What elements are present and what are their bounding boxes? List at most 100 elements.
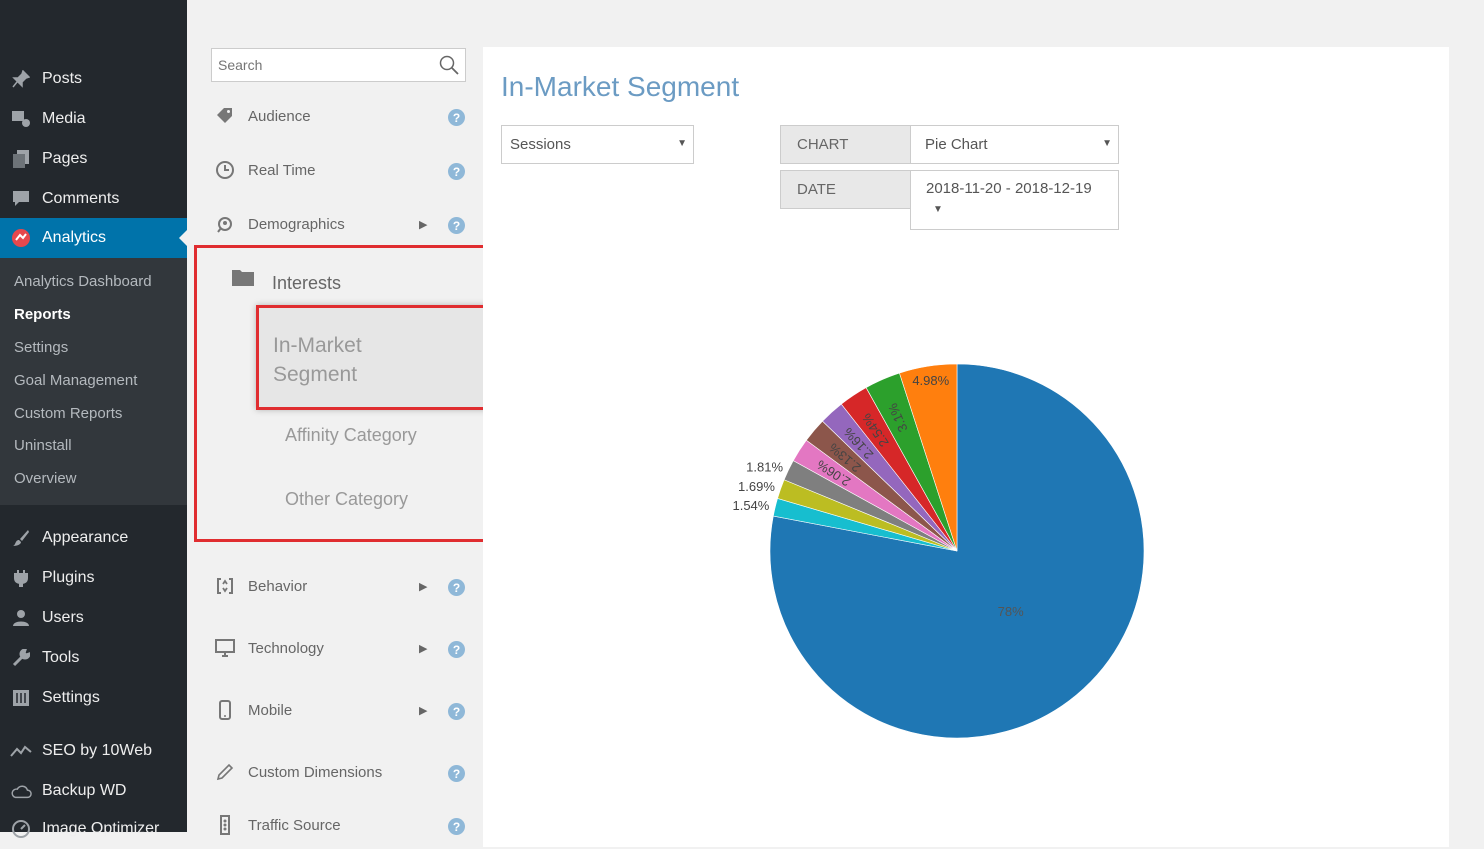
menu-posts[interactable]: Posts <box>0 59 187 99</box>
nav-label: Custom Dimensions <box>248 763 383 781</box>
metric-select-value: Sessions <box>510 136 571 153</box>
help-icon[interactable]: ? <box>448 217 465 234</box>
report-panel: In-Market Segment Sessions ▼ CHART Pie C… <box>483 47 1449 847</box>
chart-type-value: Pie Chart <box>925 136 988 153</box>
help-icon[interactable]: ? <box>448 818 465 835</box>
menu-label: Analytics <box>42 229 107 246</box>
slice-label: 78% <box>998 604 1024 619</box>
menu-settings[interactable]: Settings <box>0 678 187 718</box>
date-label: DATE <box>780 170 911 209</box>
nav-label: Mobile <box>248 701 293 719</box>
submenu-goal-management[interactable]: Goal Management <box>14 372 138 389</box>
analytics-icon <box>10 228 32 248</box>
chevron-down-icon: ▼ <box>677 138 687 149</box>
menu-backup[interactable]: Backup WD <box>0 771 187 811</box>
menu-appearance[interactable]: Appearance <box>0 518 187 558</box>
nav-in-market-segment[interactable]: In-Market Segment <box>256 305 512 410</box>
segment-label: In-Market Segment <box>273 331 362 389</box>
nav-interests[interactable]: Interests <box>272 273 342 293</box>
submenu-custom-reports[interactable]: Custom Reports <box>14 405 123 422</box>
nav-behavior[interactable]: Behavior ▶ <box>187 566 483 606</box>
menu-seo[interactable]: SEO by 10Web <box>0 731 187 771</box>
chart-type-select[interactable]: Pie Chart ▼ <box>910 125 1119 164</box>
folder-icon <box>231 267 255 292</box>
help-icon[interactable]: ? <box>448 109 465 126</box>
slice-label: 4.98% <box>912 373 949 388</box>
gauge-icon <box>10 819 32 839</box>
mobile-icon <box>215 700 235 720</box>
submenu-uninstall[interactable]: Uninstall <box>14 437 72 454</box>
arrow-right-icon: ▶ <box>419 580 428 593</box>
nav-demographics[interactable]: Demographics ▶ <box>187 204 483 244</box>
demographics-icon <box>215 214 235 234</box>
nav-mobile[interactable]: Mobile ▶ <box>187 690 483 730</box>
nav-technology[interactable]: Technology ▶ <box>187 628 483 668</box>
nav-audience[interactable]: Audience <box>187 96 483 136</box>
brush-icon <box>10 528 32 548</box>
help-icon[interactable]: ? <box>448 765 465 782</box>
help-icon[interactable]: ? <box>448 579 465 596</box>
chevron-down-icon: ▼ <box>933 204 943 215</box>
metric-select[interactable]: Sessions ▼ <box>501 125 694 164</box>
menu-label: Pages <box>42 150 88 167</box>
monitor-icon <box>215 638 235 658</box>
menu-label: Posts <box>42 70 83 87</box>
tag-icon <box>215 106 235 126</box>
menu-image-optimizer[interactable]: Image Optimizer <box>0 809 187 849</box>
nav-label: Real Time <box>248 161 316 179</box>
menu-media[interactable]: Media <box>0 99 187 139</box>
admin-sidebar: Posts Media Pages Comments Analytics Ana… <box>0 0 187 838</box>
help-icon[interactable]: ? <box>448 163 465 180</box>
help-icon[interactable]: ? <box>448 703 465 720</box>
submenu-reports[interactable]: Reports <box>14 306 71 323</box>
clock-icon <box>215 160 235 180</box>
nav-other-category[interactable]: Other Category <box>285 489 409 509</box>
segment-label-line: Segment <box>273 363 358 386</box>
pie-slice[interactable] <box>899 363 958 552</box>
help-icon[interactable]: ? <box>448 641 465 658</box>
date-range-picker[interactable]: 2018-11-20 - 2018-12-19 ▼ <box>910 170 1119 230</box>
slice-label: 1.69% <box>738 479 775 494</box>
menu-label: Settings <box>42 689 100 706</box>
menu-tools[interactable]: Tools <box>0 638 187 678</box>
slice-label: 1.81% <box>746 459 783 474</box>
chart-label: CHART <box>780 125 911 164</box>
comment-icon <box>10 189 32 209</box>
segment-label-line: In-Market <box>273 334 362 357</box>
settings-icon <box>10 688 32 708</box>
pie-chart: 78%1.54%1.69%1.81% 2.06%2.13%2.16%2.54%3.… <box>732 363 1145 739</box>
menu-plugins[interactable]: Plugins <box>0 558 187 598</box>
menu-analytics[interactable]: Analytics <box>0 218 187 258</box>
cloud-icon <box>10 781 32 801</box>
slice-label: 1.54% <box>732 498 769 513</box>
refresh-icon <box>215 576 235 596</box>
nav-label: Technology <box>248 639 324 657</box>
menu-users[interactable]: Users <box>0 598 187 638</box>
page-title: In-Market Segment <box>501 71 740 102</box>
submenu-overview[interactable]: Overview <box>14 470 77 487</box>
search-box <box>211 48 466 82</box>
arrow-right-icon: ▶ <box>419 642 428 655</box>
submenu-settings[interactable]: Settings <box>14 339 69 356</box>
menu-comments[interactable]: Comments <box>0 179 187 219</box>
search-input[interactable] <box>212 49 422 81</box>
menu-label: Appearance <box>42 529 129 546</box>
menu-label: Tools <box>42 649 80 666</box>
nav-affinity-category[interactable]: Affinity Category <box>285 425 417 445</box>
search-icon[interactable] <box>439 55 459 80</box>
submenu-analytics-dashboard[interactable]: Analytics Dashboard <box>14 273 152 290</box>
menu-pages[interactable]: Pages <box>0 139 187 179</box>
wrench-icon <box>10 648 32 668</box>
nav-traffic-source[interactable]: Traffic Source <box>187 805 483 845</box>
nav-custom-dimensions[interactable]: Custom Dimensions <box>187 752 483 792</box>
nav-label: Behavior <box>248 577 308 595</box>
plugin-icon <box>10 568 32 588</box>
seo-icon <box>10 741 32 761</box>
chevron-down-icon: ▼ <box>1102 138 1112 149</box>
menu-label: Image Optimizer <box>42 820 160 837</box>
nav-real-time[interactable]: Real Time <box>187 150 483 190</box>
nav-label: Demographics <box>248 215 345 233</box>
menu-label: Users <box>42 609 84 626</box>
date-range-value: 2018-11-20 - 2018-12-19 <box>926 180 1092 197</box>
arrow-right-icon: ▶ <box>419 218 428 231</box>
